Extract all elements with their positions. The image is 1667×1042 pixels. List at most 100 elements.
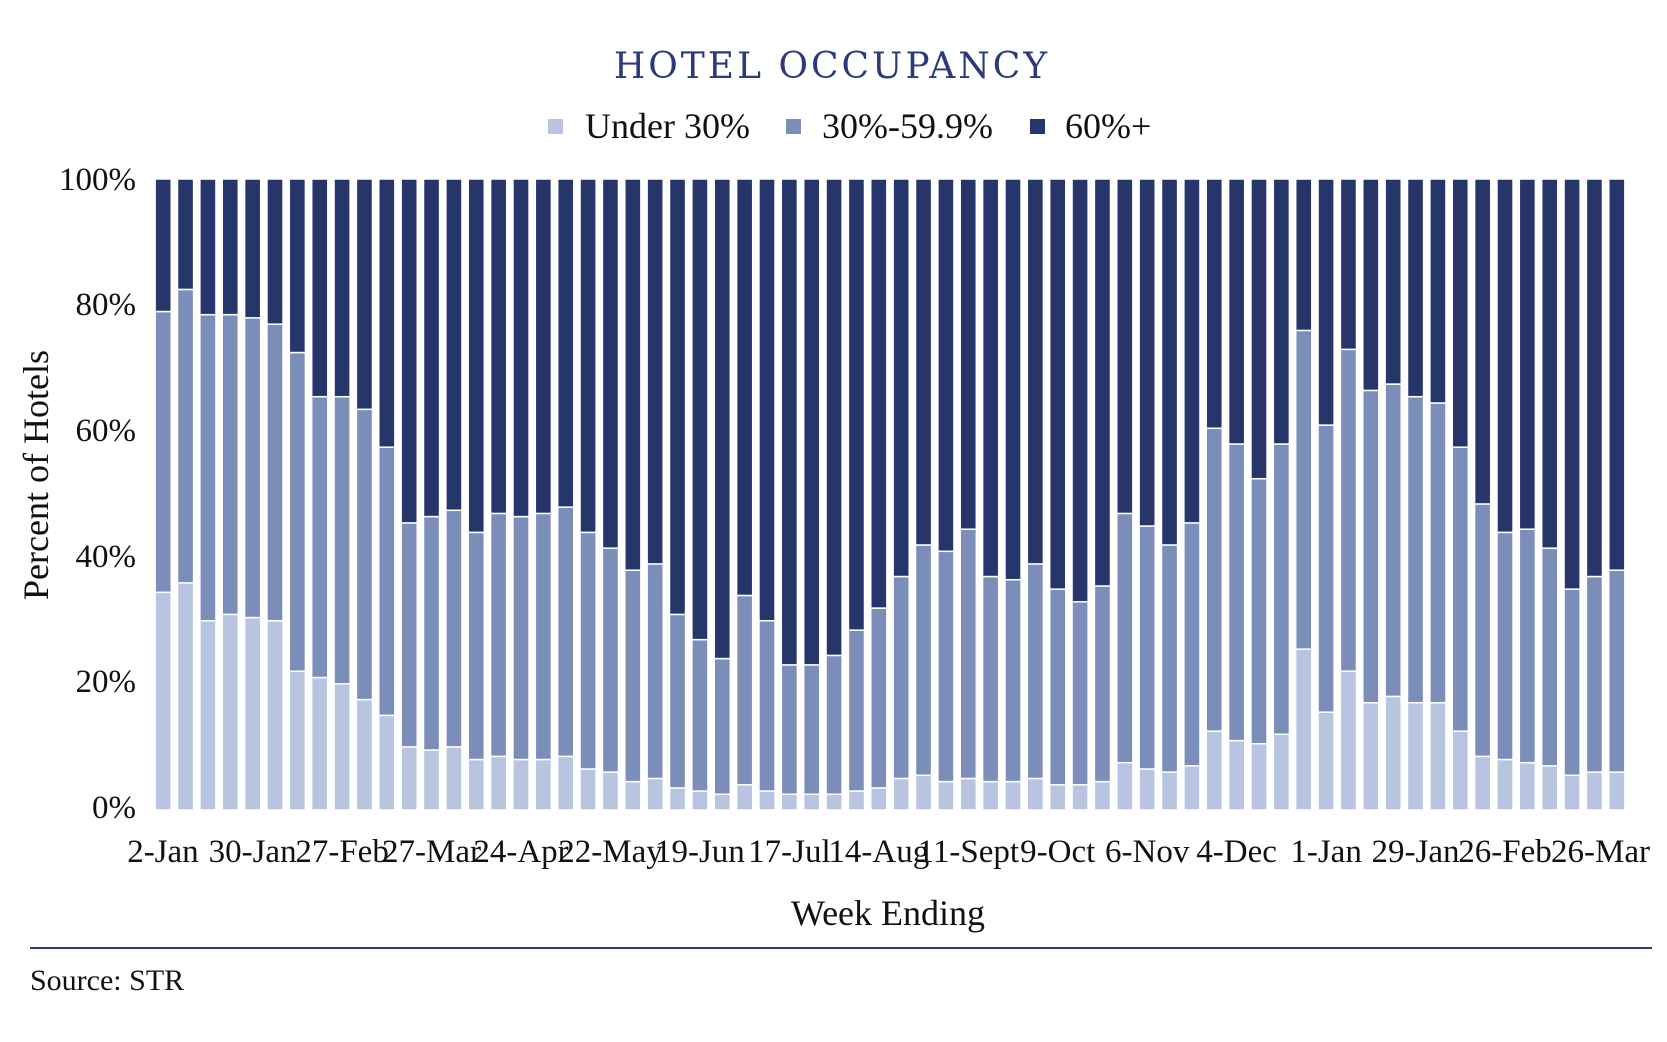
- y-tick-label: 80%: [76, 287, 137, 323]
- bar-segment-under-30: [489, 755, 508, 811]
- bar-segment-under-30: [467, 758, 486, 811]
- bar-segment-30-59: [445, 509, 463, 748]
- bar-segment-60-plus: [1429, 178, 1447, 404]
- bar-segment-under-30: [1004, 780, 1022, 811]
- bar-segment-60-plus: [825, 178, 843, 657]
- bar-segment-under-30: [624, 780, 642, 811]
- bar-segment-30-59: [378, 446, 396, 717]
- bar-segment-60-plus: [400, 178, 418, 524]
- bar-segment-under-30: [422, 749, 441, 811]
- bar-segment-30-59: [825, 654, 843, 795]
- source-note: Source: STR: [30, 964, 184, 997]
- bar-segment-60-plus: [154, 178, 172, 313]
- bar-segment-30-59: [467, 531, 486, 761]
- y-tick-label: 0%: [92, 790, 136, 826]
- bar-segment-60-plus: [892, 178, 910, 578]
- bar-segment-30-59: [400, 522, 418, 748]
- bar-segment-60-plus: [1608, 178, 1626, 571]
- bar-segment-30-59: [1451, 446, 1470, 732]
- bar-segment-30-59: [713, 657, 732, 795]
- bar-segment-under-30: [1362, 701, 1380, 811]
- x-axis-ticks: 2-Jan 30-Jan27-Feb27-Mar24-Apr22-May19-Ju…: [127, 834, 1650, 870]
- bar-segment-under-30: [1518, 761, 1537, 811]
- legend-swatch-under-30: [548, 119, 563, 134]
- bar-segment-under-30: [1317, 711, 1335, 811]
- bar-segment-under-30: [1093, 780, 1112, 811]
- x-tick-label: 19-Jun: [655, 834, 745, 870]
- bar-segment-60-plus: [512, 178, 530, 518]
- bar-segment-under-30: [1473, 755, 1492, 811]
- bar-segment-30-59: [802, 664, 821, 795]
- bar-segment-60-plus: [176, 178, 195, 291]
- bar-segment-under-30: [937, 780, 955, 811]
- bar-segment-60-plus: [1540, 178, 1559, 549]
- bar-segment-under-30: [579, 768, 597, 811]
- bar-segment-60-plus: [1272, 178, 1291, 445]
- bar-segment-30-59: [1294, 329, 1313, 650]
- bar-segment-30-59: [556, 506, 575, 758]
- bar-segment-under-30: [959, 777, 978, 811]
- bar-segment-60-plus: [1585, 178, 1604, 578]
- bar-segment-60-plus: [1496, 178, 1514, 534]
- bar-segment-30-59: [1362, 389, 1380, 704]
- y-axis-label: Percent of Hotels: [16, 350, 56, 600]
- bar-segment-60-plus: [310, 178, 329, 398]
- bar-segment-30-59: [1473, 503, 1492, 758]
- bar-segment-30-59: [1585, 575, 1604, 773]
- bar-segment-30-59: [1406, 395, 1425, 704]
- bar-segment-60-plus: [802, 178, 821, 666]
- bar-segment-60-plus: [1160, 178, 1179, 546]
- bar-segment-30-59: [288, 351, 307, 672]
- bar-segment-60-plus: [1317, 178, 1335, 426]
- bar-segment-30-59: [1384, 383, 1402, 698]
- bar-segment-under-30: [355, 698, 374, 811]
- bar-segment-30-59: [1518, 528, 1537, 764]
- bar-segment-60-plus: [713, 178, 732, 660]
- y-axis-ticks: 0% 20% 40% 60% 80% 100%: [59, 162, 136, 826]
- bar-segment-30-59: [668, 613, 687, 789]
- bar-segment-30-59: [512, 515, 530, 761]
- bar-segment-60-plus: [378, 178, 396, 448]
- bar-segment-30-59: [1227, 443, 1246, 742]
- bar-segment-60-plus: [870, 178, 888, 609]
- bar-segment-30-59: [489, 512, 508, 758]
- bar-segment-30-59: [758, 619, 776, 792]
- bar-segment-60-plus: [243, 178, 262, 319]
- bar-segment-30-59: [1540, 547, 1559, 767]
- x-tick-label: 27-Feb: [295, 834, 389, 870]
- bar-segment-under-30: [1205, 730, 1224, 811]
- bar-segment-30-59: [1160, 544, 1179, 773]
- bar-segment-under-30: [870, 787, 888, 811]
- bar-segment-60-plus: [489, 178, 508, 515]
- legend-swatch-30-59: [786, 119, 801, 134]
- bar-segment-under-30: [758, 790, 776, 811]
- bar-segment-30-59: [1026, 563, 1045, 780]
- bar-segment-60-plus: [1294, 178, 1313, 332]
- x-tick-label: 26-Feb: [1458, 834, 1552, 870]
- bar-segment-under-30: [1496, 758, 1514, 811]
- bar-segment-30-59: [1205, 427, 1224, 732]
- bar-segment-30-59: [1004, 578, 1022, 783]
- legend-label-60-plus: 60%+: [1065, 106, 1151, 146]
- bar-segment-60-plus: [1563, 178, 1581, 590]
- bar-segment-under-30: [310, 676, 329, 811]
- bar-segment-under-30: [1048, 784, 1067, 811]
- bar-segment-30-59: [870, 607, 888, 789]
- bar-segment-60-plus: [1339, 178, 1358, 351]
- bar-segment-under-30: [1339, 670, 1358, 811]
- bar-segment-under-30: [735, 784, 754, 811]
- bar-segment-60-plus: [847, 178, 866, 631]
- bar-segment-60-plus: [1071, 178, 1089, 603]
- bar-segment-30-59: [1183, 522, 1201, 767]
- bar-segment-30-59: [914, 544, 933, 777]
- bar-segment-30-59: [892, 575, 910, 780]
- x-tick-label: 26-Mar: [1551, 834, 1650, 870]
- legend-label-30-59: 30%-59.9%: [822, 106, 993, 146]
- bar-segment-60-plus: [601, 178, 620, 549]
- bar-segment-60-plus: [199, 178, 217, 316]
- bar-segment-60-plus: [266, 178, 284, 325]
- bar-segment-60-plus: [914, 178, 933, 546]
- bar-segment-under-30: [1250, 743, 1268, 811]
- legend-swatch-60-plus: [1030, 119, 1045, 134]
